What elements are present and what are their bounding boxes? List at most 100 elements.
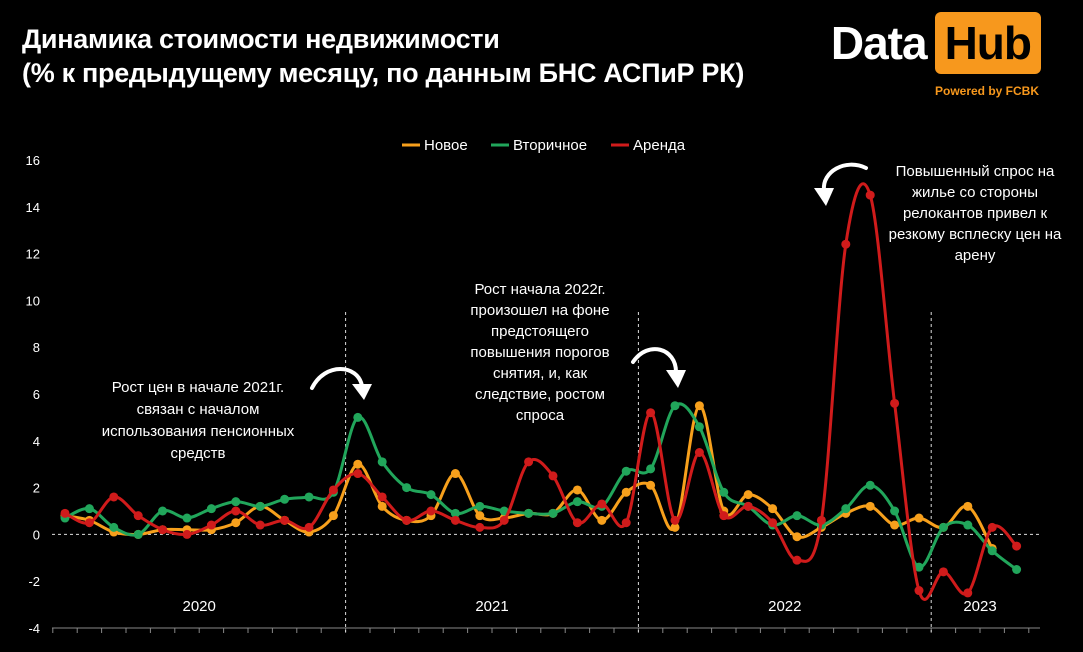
y-tick-label: 10 xyxy=(26,293,40,308)
data-point xyxy=(694,401,704,411)
annotation-1: Рост цен в начале 2021г. связан с началом… xyxy=(102,379,295,462)
legend-entry: Аренда xyxy=(633,137,686,154)
data-point xyxy=(768,518,778,528)
data-point xyxy=(841,239,851,249)
data-point xyxy=(1012,565,1022,574)
data-point xyxy=(914,513,924,523)
data-point xyxy=(231,518,241,528)
data-point xyxy=(231,497,241,507)
data-point xyxy=(743,490,753,500)
data-point xyxy=(914,586,924,596)
data-point xyxy=(646,480,656,490)
logo-data-text: Data xyxy=(830,17,928,69)
data-point xyxy=(987,522,997,532)
data-point xyxy=(914,562,924,572)
y-tick-label: 6 xyxy=(33,387,40,402)
data-point xyxy=(768,504,778,514)
data-point xyxy=(865,501,875,511)
data-point xyxy=(694,422,704,432)
data-point xyxy=(109,492,119,502)
data-point xyxy=(1012,541,1022,551)
data-point xyxy=(670,401,680,411)
data-point xyxy=(890,506,900,516)
data-point xyxy=(719,487,729,497)
arrow-icon xyxy=(310,367,372,400)
chart-title: Динамика стоимости недвижимости (% к пре… xyxy=(22,22,744,90)
data-point xyxy=(548,508,558,518)
data-point xyxy=(719,511,729,521)
data-point xyxy=(475,511,485,521)
data-point xyxy=(816,515,826,525)
y-tick-label: -4 xyxy=(28,621,40,636)
data-point xyxy=(938,567,948,577)
data-point xyxy=(792,555,802,565)
data-point xyxy=(646,464,656,474)
data-point xyxy=(938,522,948,532)
data-point xyxy=(450,515,460,525)
y-tick-label: -2 xyxy=(28,574,40,589)
title-line-1: Динамика стоимости недвижимости xyxy=(22,24,500,54)
data-point xyxy=(402,483,412,493)
data-point xyxy=(84,504,94,514)
data-point xyxy=(621,518,631,528)
data-point xyxy=(328,511,338,521)
datahub-logo: Data Hub Powered by FCBK xyxy=(801,12,1041,104)
data-point xyxy=(60,508,70,518)
data-point xyxy=(280,515,290,525)
data-point xyxy=(694,448,704,457)
data-point xyxy=(280,494,290,504)
data-point xyxy=(255,520,265,530)
data-point xyxy=(572,518,582,528)
period-label-2022: 2022 xyxy=(768,598,801,615)
period-label-2023: 2023 xyxy=(963,598,996,615)
data-point xyxy=(450,469,460,479)
data-point xyxy=(133,529,143,539)
data-point xyxy=(499,515,509,525)
data-point xyxy=(426,506,436,516)
y-tick-label: 14 xyxy=(26,200,40,215)
data-point xyxy=(353,412,363,422)
data-point xyxy=(450,508,460,518)
data-point xyxy=(377,457,387,467)
logo-hub-badge: Hub xyxy=(934,12,1041,74)
y-tick-label: 16 xyxy=(26,153,40,168)
data-point xyxy=(475,501,485,511)
data-point xyxy=(475,522,485,532)
data-point xyxy=(377,492,387,502)
series-line xyxy=(64,402,1018,571)
title-line-2: (% к предыдущему месяцу, по данным БНС А… xyxy=(22,58,745,88)
data-point xyxy=(597,499,607,509)
data-point xyxy=(865,190,875,200)
data-point xyxy=(646,408,656,418)
data-point xyxy=(670,522,680,532)
data-point xyxy=(328,485,338,495)
annotation-3: Повышенный спрос на жилье со стороны релок… xyxy=(889,163,1062,264)
data-point xyxy=(84,518,94,528)
data-point xyxy=(670,515,680,525)
logo-powered-text: Powered by FCBK xyxy=(934,84,1039,98)
period-label-2021: 2021 xyxy=(475,598,508,615)
data-point xyxy=(548,471,558,481)
data-point xyxy=(792,532,802,542)
data-point xyxy=(890,520,900,530)
data-point xyxy=(182,513,192,523)
arrow-icon xyxy=(631,347,686,388)
data-point xyxy=(865,480,875,490)
data-point xyxy=(206,504,216,514)
data-point xyxy=(231,506,241,516)
data-point xyxy=(963,520,973,530)
data-point xyxy=(158,525,168,535)
data-point xyxy=(206,520,216,530)
data-point xyxy=(792,511,802,521)
data-point xyxy=(890,398,900,408)
data-point xyxy=(524,457,534,467)
data-point xyxy=(353,459,363,469)
data-point xyxy=(621,466,631,476)
arrow-icon xyxy=(814,162,868,206)
data-point xyxy=(621,487,631,497)
data-point xyxy=(402,515,412,525)
legend-entry: Новое xyxy=(424,137,468,154)
data-point xyxy=(133,511,143,521)
y-tick-label: 0 xyxy=(33,527,40,542)
data-point xyxy=(524,508,534,518)
